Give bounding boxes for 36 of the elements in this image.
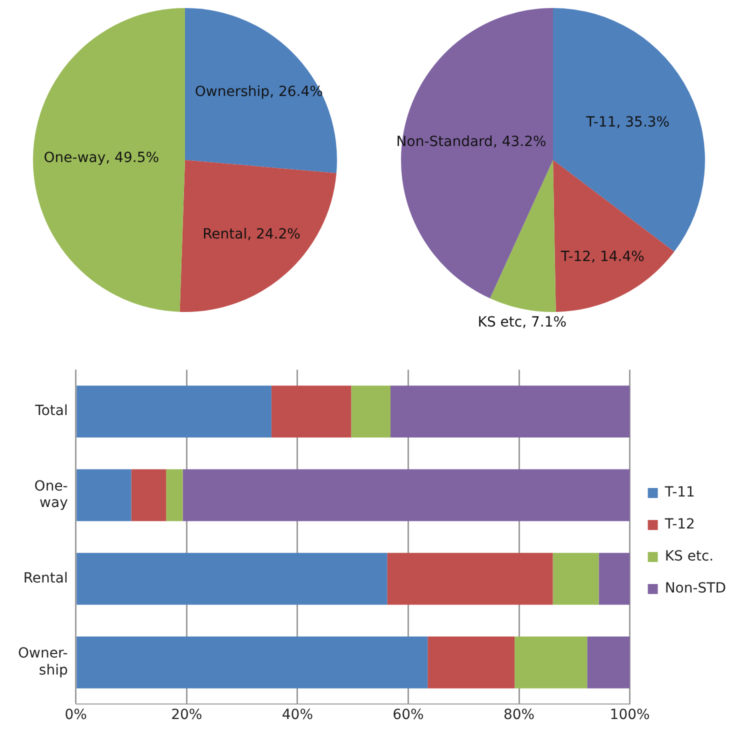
x-tick-label: 100% <box>610 707 650 724</box>
bar <box>271 386 352 438</box>
x-tick-label: 80% <box>503 707 535 724</box>
x-tick-label: 40% <box>282 707 314 724</box>
slice-label: Ownership, 26.4% <box>194 84 323 100</box>
y-tick-label: Owner- ship <box>18 646 68 678</box>
bar <box>166 469 183 522</box>
x-tick-label: 20% <box>171 707 202 724</box>
x-tick-label: 0% <box>64 707 87 724</box>
legend-label: T-11 <box>664 484 695 501</box>
slice-label: T-11, 35.3% <box>585 114 670 130</box>
bar <box>598 552 630 605</box>
slice-label: KS etc, 7.1% <box>478 314 567 330</box>
y-tick-label: Rental <box>23 570 68 586</box>
bar <box>76 386 272 438</box>
bar <box>182 469 630 522</box>
bar <box>390 386 630 438</box>
y-tick-label: One- way <box>34 478 68 512</box>
x-tick-label: 60% <box>392 707 424 724</box>
y-tick-label: Total <box>34 403 68 420</box>
bar <box>552 552 599 605</box>
bar <box>514 636 588 688</box>
bar <box>587 636 630 688</box>
bar <box>131 469 166 522</box>
legend-label: T-12 <box>664 516 695 533</box>
bar <box>428 636 515 688</box>
bar <box>76 636 428 688</box>
slice-label: One-way, 49.5% <box>44 150 160 166</box>
bar <box>76 469 132 522</box>
legend-label: Non-STD <box>664 580 726 597</box>
bar <box>76 552 388 605</box>
bar <box>351 386 391 438</box>
legend-label: KS etc. <box>664 548 714 565</box>
slice-label: Rental, 24.2% <box>202 226 300 243</box>
slice-label: T-12, 14.4% <box>560 249 644 266</box>
bar <box>387 552 553 605</box>
